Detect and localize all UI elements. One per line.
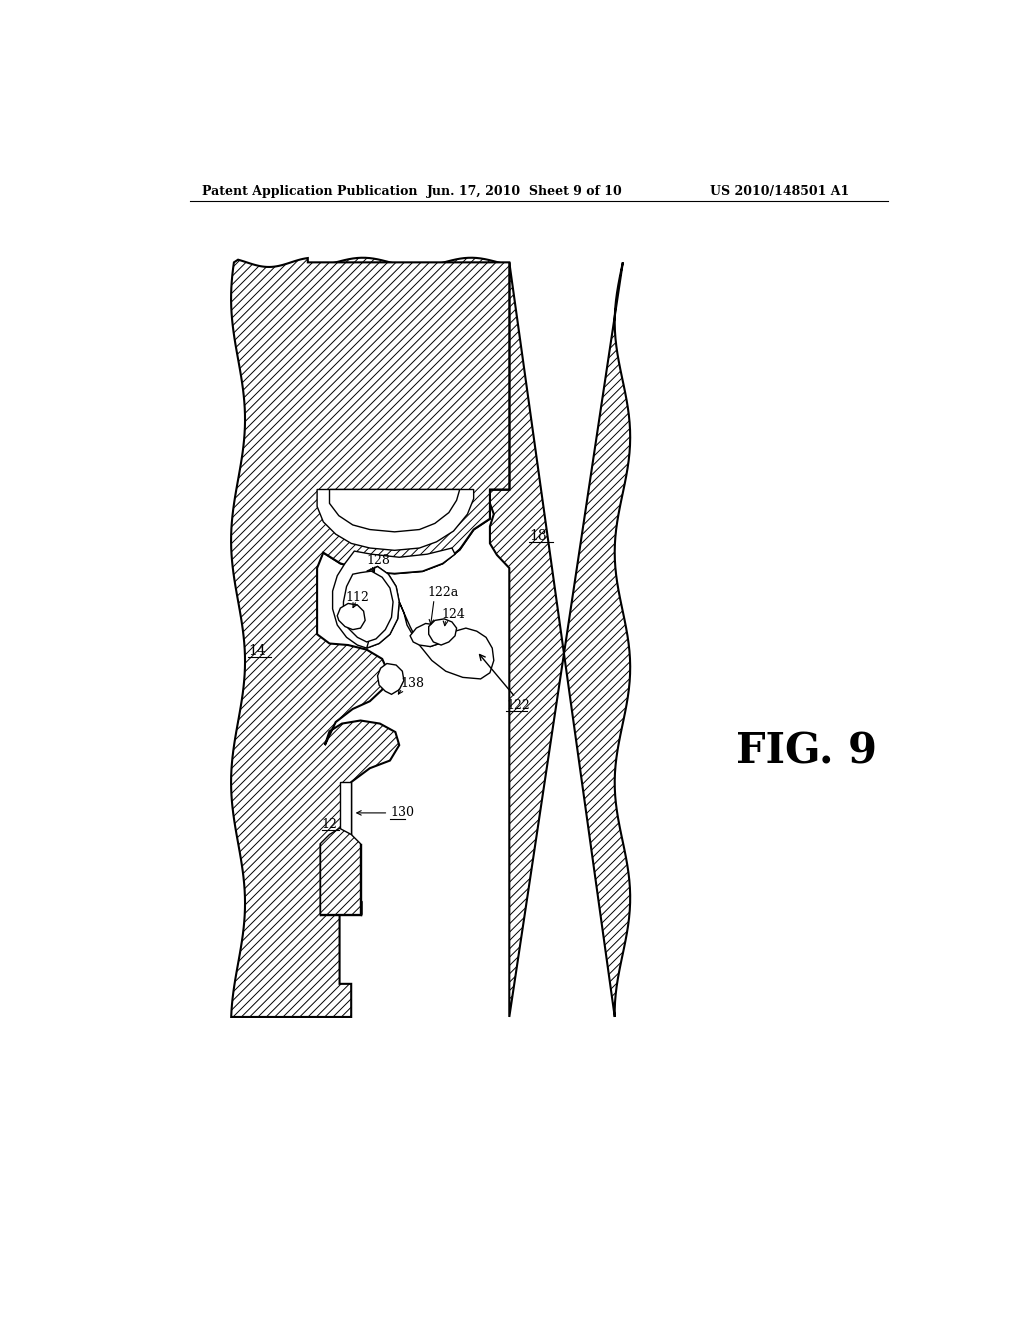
Text: 128: 128 [367,554,390,566]
Text: FIG. 9: FIG. 9 [736,730,878,772]
Polygon shape [231,257,509,1016]
Polygon shape [429,619,457,645]
Text: US 2010/148501 A1: US 2010/148501 A1 [710,185,849,198]
Text: 122a: 122a [427,586,459,599]
Text: 112: 112 [345,591,369,603]
Text: Patent Application Publication: Patent Application Publication [202,185,417,198]
Polygon shape [367,566,494,678]
Text: 138: 138 [400,677,425,690]
Polygon shape [340,781,351,902]
Polygon shape [317,490,474,550]
Polygon shape [337,603,366,630]
Text: 122: 122 [506,698,530,711]
Polygon shape [301,257,509,573]
Polygon shape [378,664,403,694]
Polygon shape [410,623,447,647]
Polygon shape [328,882,362,915]
Text: 14: 14 [248,644,266,659]
Polygon shape [330,490,460,532]
Polygon shape [321,829,360,915]
Text: Jun. 17, 2010  Sheet 9 of 10: Jun. 17, 2010 Sheet 9 of 10 [427,185,623,198]
Text: 18: 18 [529,529,547,543]
Polygon shape [333,548,455,648]
Polygon shape [489,263,630,1016]
Text: 124: 124 [441,607,465,620]
Text: 130: 130 [390,807,414,820]
Polygon shape [343,572,393,642]
Text: 12: 12 [322,818,338,832]
